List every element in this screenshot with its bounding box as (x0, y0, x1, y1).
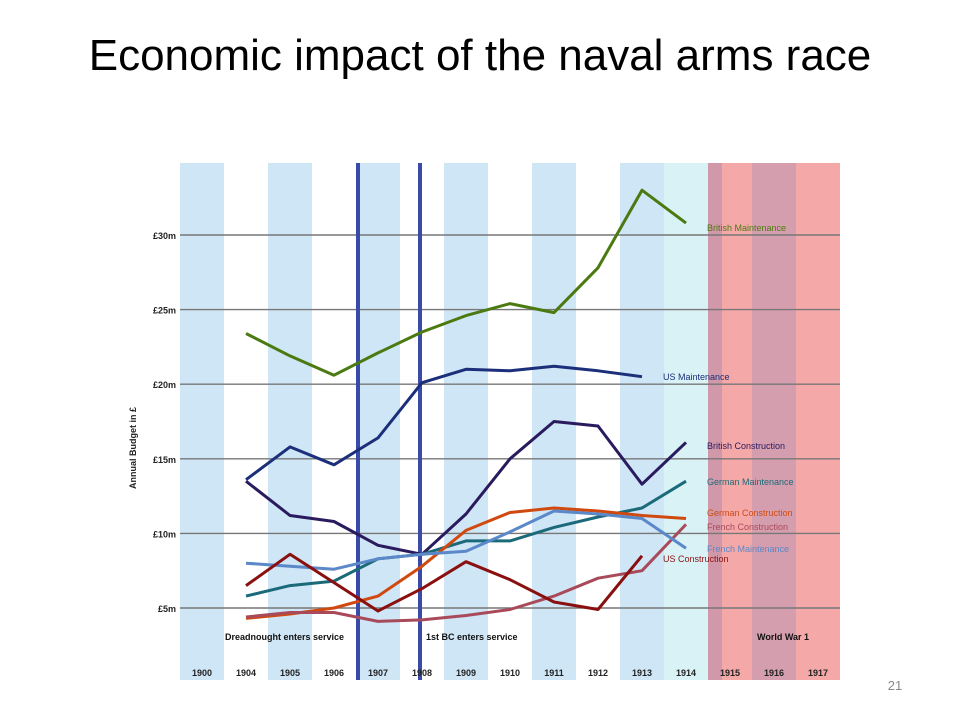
series-label: British Construction (707, 441, 785, 451)
series-label: German Construction (707, 508, 793, 518)
series-line (245, 523, 688, 623)
y-tick-label: £10m (153, 529, 176, 539)
year-band (180, 163, 224, 680)
annotation-label: 1st BC enters service (426, 632, 518, 642)
y-tick-label: £25m (153, 306, 176, 316)
x-tick-label: 1912 (588, 668, 608, 678)
x-tick-label: 1900 (192, 668, 212, 678)
slide-title: Economic impact of the naval arms race (88, 31, 872, 80)
annotation-label: Dreadnought enters service (225, 632, 344, 642)
series-line (245, 420, 688, 556)
series-label: French Maintenance (707, 544, 789, 554)
y-tick-label: £15m (153, 455, 176, 465)
y-tick-label: £30m (153, 231, 176, 241)
series-label: US Construction (663, 554, 729, 564)
x-tick-label: 1916 (764, 668, 784, 678)
annotation-label: World War 1 (757, 632, 809, 642)
x-tick-label: 1906 (324, 668, 344, 678)
series-label: French Construction (707, 522, 788, 532)
x-tick-label: 1907 (368, 668, 388, 678)
x-tick-label: 1911 (544, 668, 564, 678)
series-line (245, 552, 644, 613)
series-label: US Maintenance (663, 372, 730, 382)
x-tick-label: 1914 (676, 668, 696, 678)
x-tick-label: 1917 (808, 668, 828, 678)
year-band (664, 163, 708, 680)
y-tick-label: £5m (158, 604, 176, 614)
year-band (444, 163, 488, 680)
series-label: British Maintenance (707, 223, 786, 233)
series-line (245, 509, 687, 571)
x-tick-label: 1910 (500, 668, 520, 678)
year-band (268, 163, 312, 680)
year-band (620, 163, 664, 680)
x-tick-label: 1904 (236, 668, 256, 678)
series-line (245, 364, 643, 481)
x-tick-label: 1905 (280, 668, 300, 678)
page-number: 21 (887, 678, 903, 693)
series-line (245, 188, 687, 377)
x-tick-label: 1913 (632, 668, 652, 678)
y-tick-label: £20m (153, 380, 176, 390)
x-tick-label: 1908 (412, 668, 432, 678)
series-label: German Maintenance (707, 477, 794, 487)
world-war-band (752, 163, 796, 680)
world-war-band-edge (708, 163, 722, 680)
series-line (245, 506, 687, 620)
x-tick-label: 1909 (456, 668, 476, 678)
y-axis-label: Annual Budget in £ (128, 407, 138, 489)
x-tick-label: 1915 (720, 668, 740, 678)
